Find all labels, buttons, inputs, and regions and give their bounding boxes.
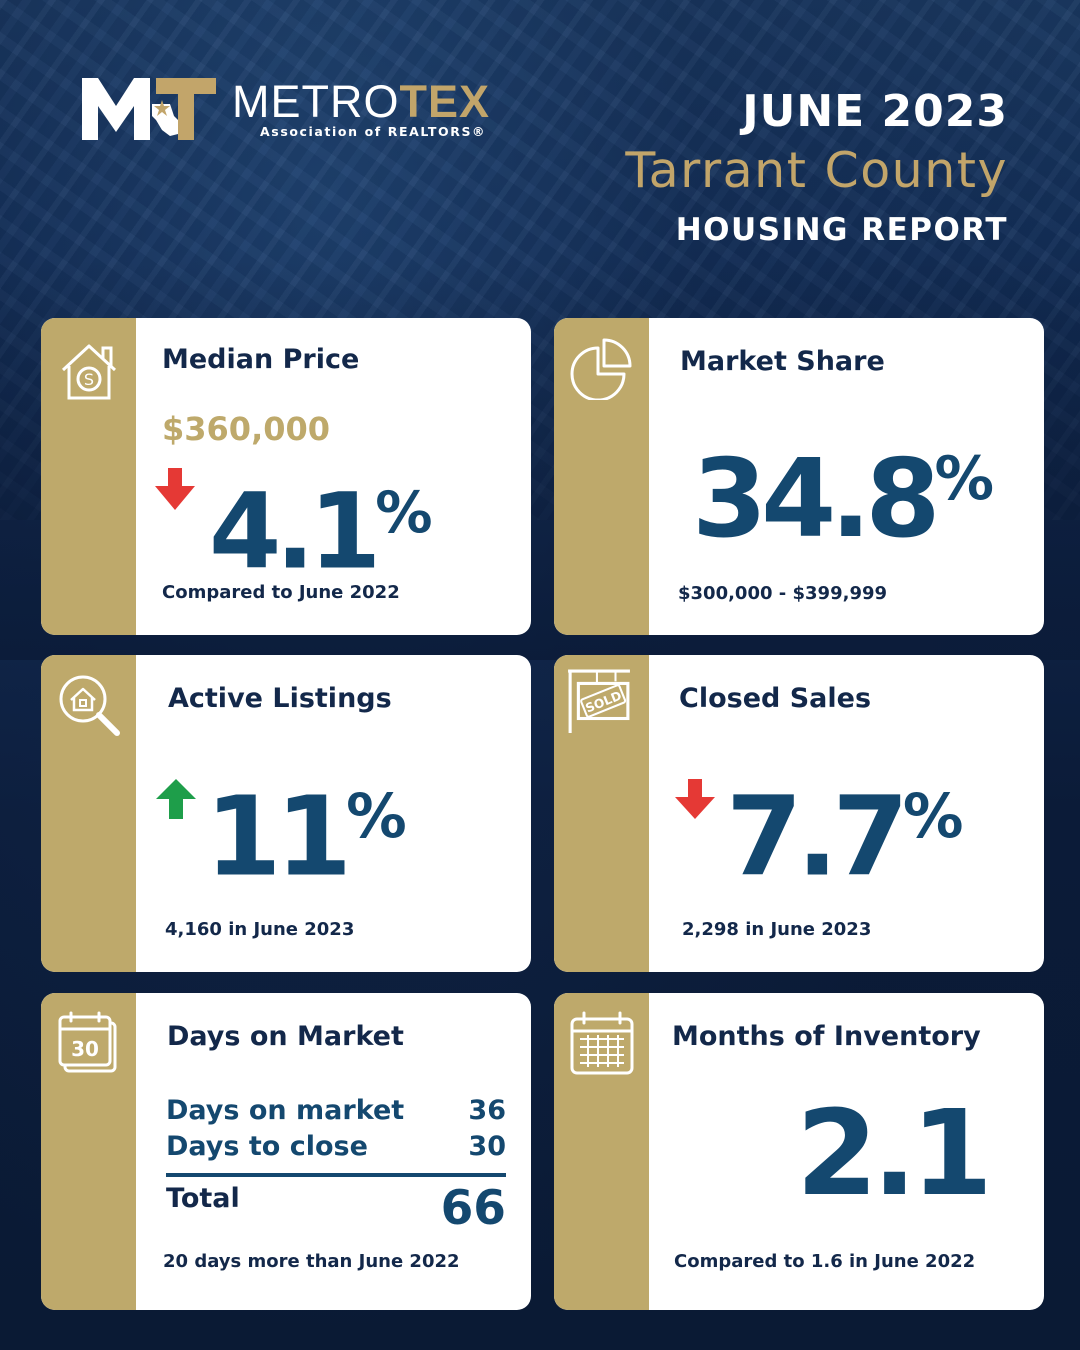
svg-text:30: 30 [71,1037,99,1061]
median-price-value: $360,000 [162,410,331,448]
svg-text:S: S [84,370,94,389]
days-on-market-note: 20 days more than June 2022 [163,1251,460,1272]
active-listings-note: 4,160 in June 2023 [165,919,355,940]
card-band [41,318,136,635]
months-inventory-value: 2.1 [796,1084,993,1222]
calendar-grid-icon [570,1011,634,1075]
closed-sales-title: Closed Sales [679,683,872,714]
market-share-value: 34.8% [692,436,994,562]
days-on-market-title: Days on Market [167,1021,404,1052]
active-listings-title: Active Listings [168,683,392,714]
market-share-note: $300,000 - $399,999 [678,583,888,604]
market-share-title: Market Share [680,346,885,377]
down-arrow-icon [155,468,195,510]
closed-sales-card: SOLD Closed Sales 7.7% 2,298 in June 202… [554,655,1044,972]
median-price-card: S Median Price $360,000 4.1% Compared to… [41,318,531,635]
card-band [554,318,649,635]
active-listings-change: 11% [205,772,407,901]
logo-subtitle: Association of REALTORS® [260,124,487,139]
pie-chart-icon [570,338,632,400]
market-share-card: Market Share 34.8% $300,000 - $399,999 [554,318,1044,635]
up-arrow-icon [156,779,196,819]
months-inventory-card: Months of Inventory 2.1 Compared to 1.6 … [554,993,1044,1310]
down-arrow-icon [675,779,715,819]
median-price-title: Median Price [162,344,360,375]
report-title: HOUSING REPORT [675,212,1008,248]
closed-sales-note: 2,298 in June 2023 [682,919,872,940]
total-divider [166,1173,506,1177]
median-price-change: 4.1% [209,470,433,593]
median-price-note: Compared to June 2022 [162,582,400,603]
logo-mark-icon [82,78,216,140]
dom-total-label: Total [166,1183,240,1214]
report-date: JUNE 2023 [742,86,1008,137]
months-inventory-note: Compared to 1.6 in June 2022 [674,1251,976,1272]
logo-wordmark: METROTEX [232,76,491,127]
calendar-30-icon: 30 [58,1011,117,1073]
days-on-market-card: 30 Days on Market Days on market 36 Days… [41,993,531,1310]
closed-sales-change: 7.7% [726,772,963,901]
house-dollar-icon: S [61,344,117,400]
dom-total-value: 66 [440,1181,506,1236]
active-listings-card: Active Listings 11% 4,160 in June 2023 [41,655,531,972]
sold-sign-icon: SOLD [568,669,630,733]
house-search-icon [59,675,120,736]
months-inventory-title: Months of Inventory [672,1021,981,1052]
metrotex-logo: METROTEX Association of REALTORS® [82,76,512,142]
card-band [41,655,136,972]
county-name: Tarrant County [625,142,1008,199]
